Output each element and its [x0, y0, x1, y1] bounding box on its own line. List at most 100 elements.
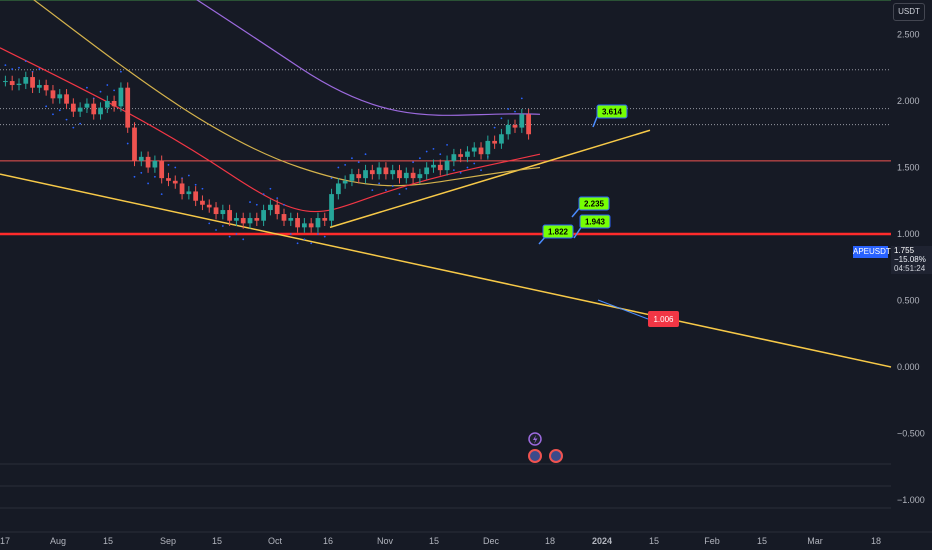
indicator-dot: [72, 126, 75, 129]
candle-body: [308, 223, 314, 228]
indicator-dot: [317, 233, 319, 235]
x-tick-label: 15: [103, 536, 113, 546]
indicator-dot: [303, 238, 306, 241]
currency-button[interactable]: USDT: [893, 3, 925, 21]
candle-body: [390, 170, 396, 175]
target-tag[interactable]: [578, 196, 610, 211]
indicator-dot: [344, 163, 347, 166]
indicator-dot: [228, 235, 231, 238]
candle-body: [36, 85, 42, 88]
x-tick-label: 17: [0, 536, 10, 546]
target-tag[interactable]: [596, 104, 628, 119]
x-tick-label: Aug: [50, 536, 66, 546]
target-tag-label: 1.822: [548, 228, 569, 237]
indicator-dot: [500, 117, 503, 120]
candle-body: [342, 180, 348, 184]
x-tick-label: Mar: [807, 536, 823, 546]
candle-body: [356, 174, 362, 179]
indicator-dot: [45, 105, 48, 108]
candle-body: [138, 156, 144, 161]
candle-body: [451, 154, 457, 161]
indicator-dot: [452, 169, 455, 172]
support-tag-label: 1.006: [653, 315, 674, 324]
indicator-dot: [11, 68, 14, 70]
y-axis: 5.0004.5004.0003.5003.0002.5002.0001.500…: [897, 30, 925, 506]
us-flag-icon[interactable]: [549, 449, 563, 463]
us-flag-icon[interactable]: [528, 449, 542, 463]
candle-body: [301, 223, 307, 228]
candle-body: [16, 83, 22, 86]
y-tick-label: 0.500: [897, 296, 920, 306]
support-leader: [597, 299, 649, 320]
indicator-dot: [38, 68, 41, 70]
indicator-dot: [133, 175, 136, 178]
x-tick-label: 18: [871, 536, 881, 546]
indicator-dot: [425, 150, 428, 153]
candle-body: [145, 156, 151, 168]
candle-body: [159, 160, 165, 179]
candle-body: [444, 160, 450, 171]
target-tag-label: 3.614: [602, 108, 623, 117]
target-tag-label: 2.235: [584, 200, 605, 209]
indicator-dot: [208, 222, 211, 225]
candle-body: [206, 204, 212, 208]
candle-body: [363, 170, 368, 179]
target-tag[interactable]: [579, 214, 611, 229]
indicator-dot: [466, 166, 469, 169]
y-tick-label: 2.000: [897, 96, 920, 106]
indicator-dot: [126, 142, 129, 145]
target-tag-label: 1.943: [585, 218, 606, 227]
indicator-dot: [412, 161, 414, 164]
candle-body: [50, 90, 56, 99]
lower-trendline[interactable]: [0, 173, 892, 368]
x-tick-label: Feb: [704, 536, 720, 546]
indicator-dot: [323, 235, 326, 238]
candle-body: [261, 210, 266, 221]
indicator-dot: [459, 171, 462, 174]
indicator-dot: [215, 229, 217, 231]
symbol-label: APEUSDT: [853, 246, 891, 258]
indicator-dot: [174, 166, 177, 169]
support-tag[interactable]: [648, 311, 679, 327]
target-tag[interactable]: [542, 224, 574, 239]
indicator-dot: [473, 162, 476, 165]
candle-body: [274, 204, 280, 215]
candle-body: [465, 151, 470, 157]
candle-body: [254, 218, 260, 221]
x-tick-label: Dec: [483, 536, 500, 546]
candle-body: [410, 172, 416, 179]
candle-body: [227, 210, 233, 221]
indicator-dot: [262, 193, 265, 196]
indicator-dot: [283, 203, 285, 206]
candle-body: [240, 218, 246, 224]
x-tick-label: 16: [323, 536, 333, 546]
indicator-dot: [201, 187, 204, 190]
indicator-dot: [24, 60, 27, 62]
indicator-dot: [391, 185, 394, 188]
rising-support-trendline[interactable]: [329, 129, 651, 229]
price-change: −15.08%: [894, 255, 926, 264]
candle-body: [125, 87, 131, 128]
indicator-dot: [160, 193, 163, 196]
candle-countdown: 04:51:24: [894, 264, 926, 273]
indicator-dot: [371, 189, 374, 192]
candle-body: [193, 191, 199, 201]
candle-body: [84, 103, 90, 108]
candle-body: [499, 134, 504, 144]
candle-body: [213, 207, 219, 215]
candle-body: [397, 170, 402, 179]
indicator-dot: [493, 126, 496, 129]
indicator-dot: [351, 157, 353, 160]
candle-body: [23, 77, 29, 84]
candle-body: [152, 160, 158, 168]
event-icons[interactable]: [528, 432, 563, 463]
x-tick-label: 2024: [592, 536, 612, 546]
indicator-dot: [276, 197, 279, 199]
indicator-dot: [221, 225, 224, 227]
indicator-dot: [147, 182, 149, 185]
candle-body: [431, 164, 436, 168]
x-tick-label: 15: [212, 536, 222, 546]
candle-body: [526, 114, 531, 135]
indicator-dot: [235, 233, 238, 235]
